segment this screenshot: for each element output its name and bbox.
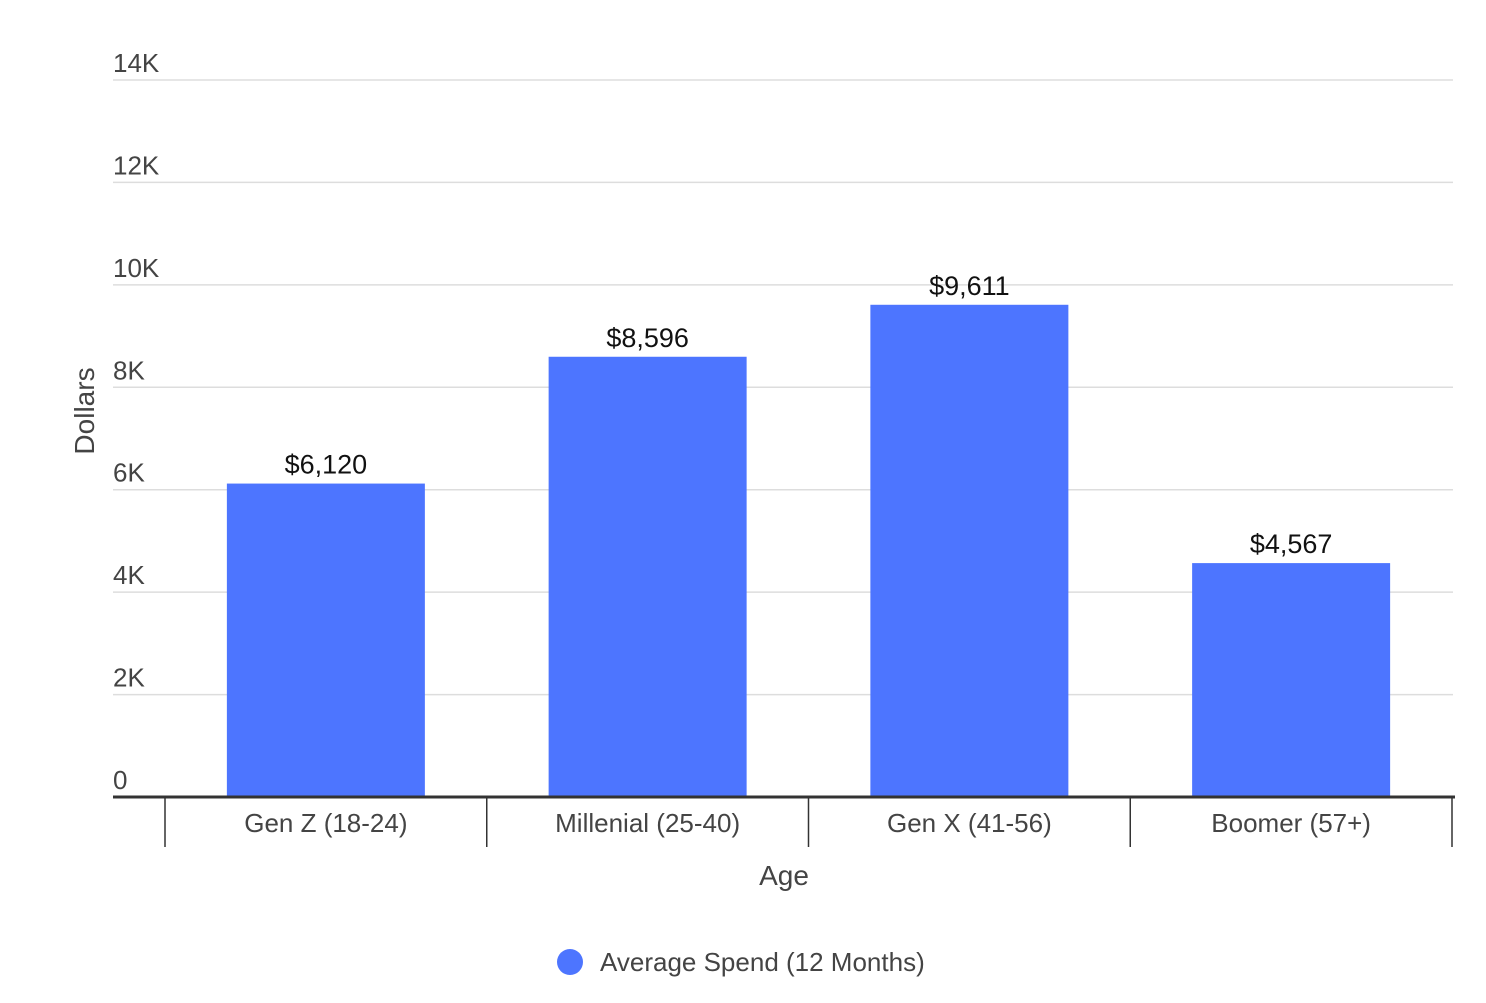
data-label: $9,611 xyxy=(929,271,1010,301)
bars xyxy=(226,304,1391,797)
x-axis-title: Age xyxy=(759,860,809,891)
data-label: $6,120 xyxy=(285,450,368,480)
y-tick-label: 12K xyxy=(113,150,160,180)
legend: Average Spend (12 Months) xyxy=(557,947,925,977)
bar xyxy=(548,356,747,797)
legend-label: Average Spend (12 Months) xyxy=(600,947,925,977)
y-tick-label: 0 xyxy=(113,765,127,795)
y-tick-label: 6K xyxy=(113,458,145,488)
y-tick-label: 2K xyxy=(113,663,145,693)
data-labels: $6,120 $8,596 $9,611 $4,567 xyxy=(285,271,1333,559)
y-tick-label: 14K xyxy=(113,48,160,78)
y-axis-ticks: 0 2K 4K 6K 8K 10K 12K 14K xyxy=(113,48,160,795)
bar xyxy=(870,304,1069,797)
x-tick-label: Boomer (57+) xyxy=(1211,808,1371,838)
x-tick-label: Gen X (41-56) xyxy=(887,808,1052,838)
x-axis xyxy=(113,795,1455,847)
legend-swatch xyxy=(557,949,583,975)
y-tick-label: 10K xyxy=(113,253,160,283)
data-label: $4,567 xyxy=(1250,529,1333,559)
x-tick-label: Millenial (25-40) xyxy=(555,808,740,838)
bar xyxy=(226,483,425,797)
bar xyxy=(1192,563,1391,797)
y-tick-label: 4K xyxy=(113,560,145,590)
x-axis-ticks: Gen Z (18-24) Millenial (25-40) Gen X (41-… xyxy=(244,808,1371,838)
data-label: $8,596 xyxy=(606,323,689,353)
x-tick-label: Gen Z (18-24) xyxy=(244,808,407,838)
y-tick-label: 8K xyxy=(113,355,145,385)
y-axis-title: Dollars xyxy=(69,367,100,454)
